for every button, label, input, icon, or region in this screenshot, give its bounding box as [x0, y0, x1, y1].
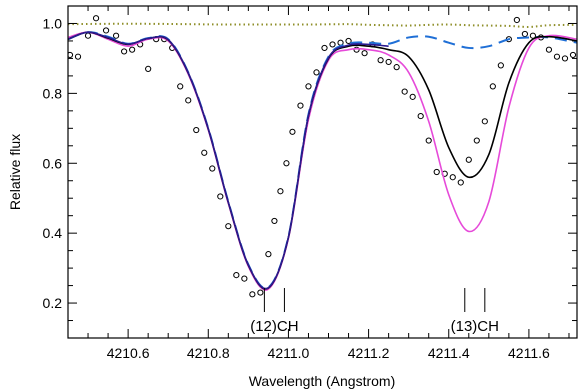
- data-point: [409, 93, 416, 100]
- data-point: [489, 83, 496, 90]
- y-tick-label: 0.2: [43, 295, 63, 311]
- data-point: [561, 55, 569, 62]
- data-point: [473, 137, 480, 144]
- x-tick-label: 4210.6: [107, 345, 150, 361]
- data-point: [305, 83, 312, 90]
- data-point: [465, 156, 472, 163]
- data-point: [449, 174, 456, 181]
- data-point: [233, 271, 240, 279]
- data-point: [433, 168, 440, 176]
- data-point: [265, 251, 272, 258]
- series-line-3: [68, 31, 577, 290]
- data-point: [329, 41, 336, 48]
- data-point: [553, 53, 561, 60]
- data-point: [497, 62, 504, 69]
- data-point: [185, 97, 192, 104]
- x-tick-label: 4211.0: [268, 345, 310, 361]
- data-point: [481, 118, 488, 125]
- data-point: [92, 15, 100, 22]
- data-point: [283, 160, 290, 167]
- data-point: [545, 46, 553, 53]
- data-point: [177, 83, 184, 90]
- data-point: [257, 289, 264, 296]
- axis-layer: 4210.6 4210.8 4211.0 4211.2 4211.4 4211.6 0.2 0…: [43, 6, 577, 361]
- data-point: [377, 57, 384, 64]
- data-point: [569, 51, 577, 59]
- data-point: [74, 53, 82, 60]
- y-tick-label: 0.4: [43, 225, 63, 241]
- data-point: [129, 46, 136, 53]
- data-point: [241, 275, 248, 282]
- series-line-2: [68, 22, 577, 28]
- y-axis-title: Relative flux: [7, 134, 23, 210]
- data-point: [417, 112, 424, 120]
- annotation-label: (13)CH: [451, 318, 499, 335]
- data-point: [193, 126, 200, 134]
- data-point: [457, 179, 464, 186]
- y-tick-label: 1.0: [43, 15, 63, 31]
- x-axis-title: Wavelength (Angstrom): [249, 373, 396, 389]
- data-point: [68, 51, 74, 59]
- data-point: [102, 27, 110, 34]
- data-point: [145, 65, 152, 73]
- x-tick-label: 4211.6: [508, 345, 550, 361]
- data-point: [425, 137, 432, 144]
- data-point: [521, 30, 529, 38]
- series-layer: [68, 15, 577, 298]
- x-tick-label: 4211.2: [348, 345, 390, 361]
- data-point: [513, 16, 520, 24]
- y-tick-label: 0.6: [43, 155, 63, 171]
- data-point: [121, 48, 128, 55]
- data-point: [321, 44, 328, 52]
- annotation-label: (12)CH: [250, 318, 298, 335]
- data-point: [297, 102, 304, 109]
- plot-frame: [67, 5, 578, 339]
- data-point: [277, 188, 284, 195]
- data-point: [353, 46, 360, 53]
- data-point: [84, 32, 92, 39]
- data-point: [313, 69, 320, 76]
- annotation-layer: (12)CH (13)CH: [250, 288, 499, 335]
- data-point: [401, 88, 408, 95]
- data-point: [385, 58, 392, 66]
- data-point: [225, 223, 232, 230]
- data-point: [249, 291, 256, 298]
- data-point: [209, 165, 216, 172]
- data-point: [345, 37, 352, 45]
- data-point: [361, 50, 368, 57]
- data-point: [393, 64, 400, 71]
- y-tick-label: 0.8: [43, 85, 63, 101]
- x-tick-label: 4211.4: [428, 345, 470, 361]
- data-point: [201, 149, 208, 156]
- data-point: [217, 193, 224, 200]
- data-point: [271, 217, 278, 225]
- data-point: [112, 32, 120, 39]
- data-point: [289, 128, 296, 135]
- series-line-6: [68, 31, 389, 290]
- x-tick-label: 4210.8: [187, 345, 230, 361]
